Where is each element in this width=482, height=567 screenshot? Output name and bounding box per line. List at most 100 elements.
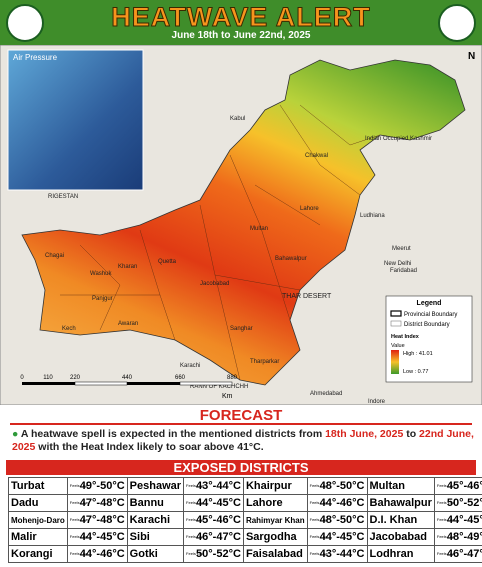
- temperature: 48°-49°C: [446, 531, 482, 543]
- scale-label: 220: [70, 375, 81, 381]
- place-label: Quetta: [158, 259, 177, 265]
- table-row: Korangi Feels Like44°-46°C Gotki Feels Like…: [8, 545, 482, 563]
- temperature: 45°-46°C: [446, 480, 482, 492]
- place-label: Kabul: [230, 116, 245, 122]
- temperature-cell: Feels Like45°-46°C: [183, 511, 244, 529]
- title: HEATWAVE ALERT: [111, 2, 371, 33]
- scale-bar: 0 110 220 440 660 880 Km: [20, 375, 237, 400]
- temperature: 44°-45°C: [319, 531, 365, 543]
- temperature: 44°-45°C: [196, 497, 241, 509]
- scale-label: 110: [43, 375, 53, 381]
- table-row: Mohenjo-Daro Feels Like47°-48°C Karachi Fee…: [8, 511, 482, 529]
- feels-like: Feels Like: [309, 551, 328, 557]
- place-label: THAR DESERT: [282, 293, 332, 300]
- district-name: Gotki: [126, 545, 185, 563]
- place-label: Faridabad: [390, 268, 417, 274]
- district-name: Lahore: [242, 494, 308, 512]
- district-name: Dadu: [8, 494, 68, 512]
- temperature-cell: Feels Like50°-52°C: [433, 494, 482, 512]
- feels-like: Feels Like: [309, 500, 328, 506]
- temperature-cell: Feels Like47°-48°C: [66, 511, 128, 529]
- district-lines: [60, 104, 381, 381]
- legend-high: High : 41.01: [403, 351, 433, 357]
- scale-label: 660: [175, 375, 186, 381]
- country: [21, 59, 466, 386]
- feels-like: Feels Like: [436, 534, 456, 540]
- temperature-cell: Feels Like48°-50°C: [306, 477, 368, 495]
- place-label: Kharan: [118, 264, 137, 270]
- temperature: 44°-46°C: [79, 548, 125, 560]
- temperature-cell: Feels Like44°-46°C: [66, 545, 128, 563]
- place-label: Ludhiana: [360, 213, 385, 219]
- feels-like: Feels Like: [436, 500, 456, 506]
- feels-like: Feels Like: [69, 517, 89, 523]
- legend-low: Low : 0.77: [403, 369, 428, 375]
- district-name: Sargodha: [242, 528, 308, 546]
- temperature-cell: Feels Like44°-45°C: [306, 528, 368, 546]
- feels-like: Feels Like: [309, 534, 328, 540]
- temperature: 44°-45°C: [446, 514, 482, 526]
- district-name: Malir: [8, 528, 68, 546]
- feels-like: Feels Like: [186, 483, 205, 489]
- place-label: Karachi: [180, 363, 200, 369]
- temperature: 48°-50°C: [319, 514, 365, 526]
- forecast-heading: FORECAST: [10, 408, 472, 425]
- district-name: Turbat: [8, 477, 68, 495]
- place-label: Tharparkar: [250, 359, 279, 365]
- feels-like: Feels Like: [186, 517, 205, 523]
- legend-title: Legend: [417, 300, 442, 307]
- district-name: Karachi: [126, 511, 185, 529]
- district-name: D.I. Khan: [366, 511, 435, 529]
- temperature-cell: Feels Like50°-52°C: [183, 545, 244, 563]
- temperature: 44°-45°C: [79, 531, 125, 543]
- forecast-text: ● A heatwave spell is expected in the me…: [12, 428, 474, 453]
- legend-value: Value: [391, 343, 405, 349]
- temperature-cell: Feels Like43°-44°C: [183, 477, 244, 495]
- place-label: Chagai: [45, 253, 64, 259]
- place-label: Indore: [368, 399, 386, 405]
- place-label: RANN OF KACHCHH: [190, 384, 248, 390]
- district-name: Lodhran: [366, 545, 435, 563]
- feels-like: Feels Like: [436, 517, 456, 523]
- feels-like: Feels Like: [69, 500, 89, 506]
- text: to: [403, 428, 420, 440]
- temperature-cell: Feels Like46°-47°C: [433, 545, 482, 563]
- scale-label: 880: [227, 375, 238, 381]
- date: 22nd June, 2025: [12, 428, 474, 453]
- place-label: Meerut: [392, 246, 411, 252]
- logo: [438, 4, 476, 42]
- district-name: Faisalabad: [242, 545, 308, 563]
- district-name: Jacobabad: [366, 528, 435, 546]
- temperature-cell: Feels Like43°-44°C: [306, 545, 368, 563]
- header: HEATWAVE ALERT June 18th to June 22nd, 2…: [0, 0, 482, 45]
- forecast: FORECAST ● A heatwave spell is expected …: [0, 408, 482, 454]
- legend: Legend Provincial Boundary District Boun…: [385, 295, 473, 383]
- district-name: Rahimyar Khan: [242, 511, 308, 529]
- temperature: 48°-50°C: [319, 480, 365, 492]
- text: with the Heat Index likely to soar above…: [35, 441, 264, 453]
- feels-like: Feels Like: [309, 483, 328, 489]
- scale-label: 0: [20, 375, 24, 381]
- district-name: Khairpur: [242, 477, 308, 495]
- inset-title: Air Pressure: [13, 53, 58, 62]
- temperature: 49°-50°C: [79, 480, 125, 492]
- place-label: Bahawalpur: [275, 256, 307, 262]
- district-name: Mohenjo-Daro: [8, 511, 68, 529]
- district-name: Korangi: [8, 545, 68, 563]
- temperature-cell: Feels Like44°-46°C: [306, 494, 368, 512]
- place-label: Ahmedabad: [310, 391, 342, 397]
- north-arrow: N: [468, 51, 475, 62]
- table-row: Malir Feels Like44°-45°C Sibi Feels Like46°…: [8, 528, 482, 546]
- place-label: RIGESTAN: [48, 194, 78, 200]
- feels-like: Feels Like: [186, 534, 205, 540]
- legend-item: Provincial Boundary: [404, 312, 457, 318]
- legend-item: District Boundary: [404, 322, 450, 328]
- temperature: 50°-52°C: [196, 548, 241, 560]
- scale-label: 440: [122, 375, 133, 381]
- district-table: Turbat Feels Like49°-50°C Peshawar Feels Li…: [8, 477, 482, 563]
- temperature-cell: Feels Like46°-47°C: [183, 528, 244, 546]
- temperature: 45°-46°C: [196, 514, 241, 526]
- place-label: Sanghar: [230, 326, 253, 332]
- temperature-cell: Feels Like49°-50°C: [66, 477, 128, 495]
- temperature-cell: Feels Like48°-49°C: [433, 528, 482, 546]
